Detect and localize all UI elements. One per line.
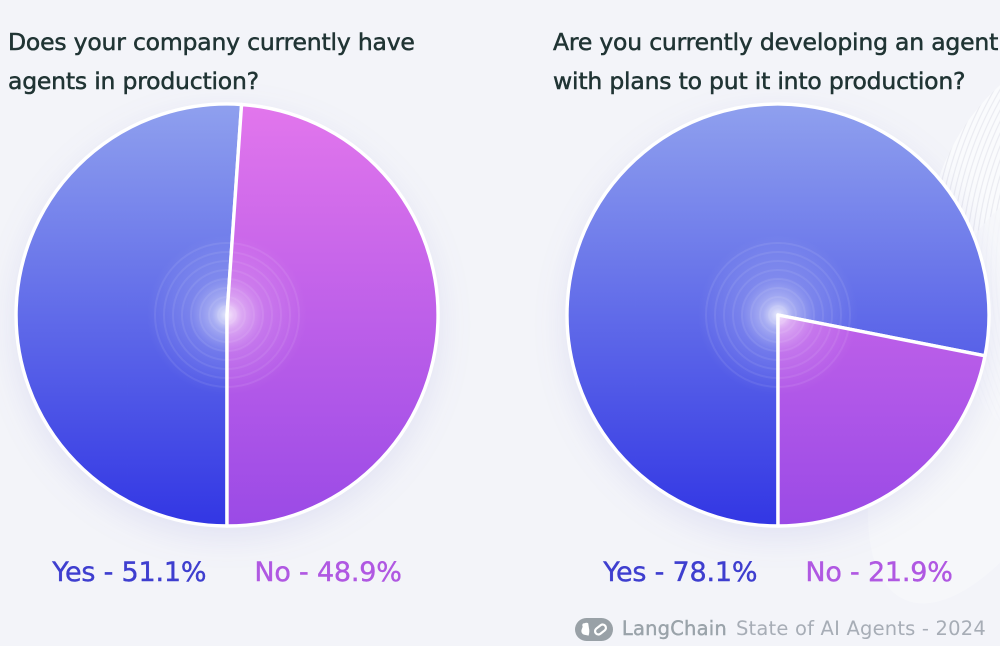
legend-item-no: No - 48.9% xyxy=(254,557,402,588)
footer-credit: LangChain State of AI Agents - 2024 xyxy=(574,616,986,642)
report-caption: State of AI Agents - 2024 xyxy=(735,617,986,640)
langchain-logo-icon xyxy=(574,617,613,641)
legend-item-no: No - 21.9% xyxy=(805,557,953,588)
legend-right: Yes - 78.1% No - 21.9% xyxy=(563,556,993,590)
chart-title-left-line2: agents in production? xyxy=(8,66,260,95)
chart-title-right-line1: Are you currently developing an agent xyxy=(553,27,999,56)
pie-chart-developing-agent xyxy=(565,102,991,528)
chart-title-right-line2: with plans to put it into production? xyxy=(553,66,966,95)
langchain-logo-badge xyxy=(574,617,613,641)
legend-item-yes: Yes - 78.1% xyxy=(603,557,758,588)
legend-left: Yes - 51.1% No - 48.9% xyxy=(12,556,442,590)
chart-title-left-line1: Does your company currently have xyxy=(8,27,415,56)
legend-item-yes: Yes - 51.1% xyxy=(52,557,207,588)
chart-title-left: Does your company currently have agents … xyxy=(8,23,443,101)
brand-name: LangChain xyxy=(621,617,727,640)
chart-title-right: Are you currently developing an agent wi… xyxy=(553,23,1000,101)
pie-chart-agents-in-production xyxy=(14,102,440,528)
